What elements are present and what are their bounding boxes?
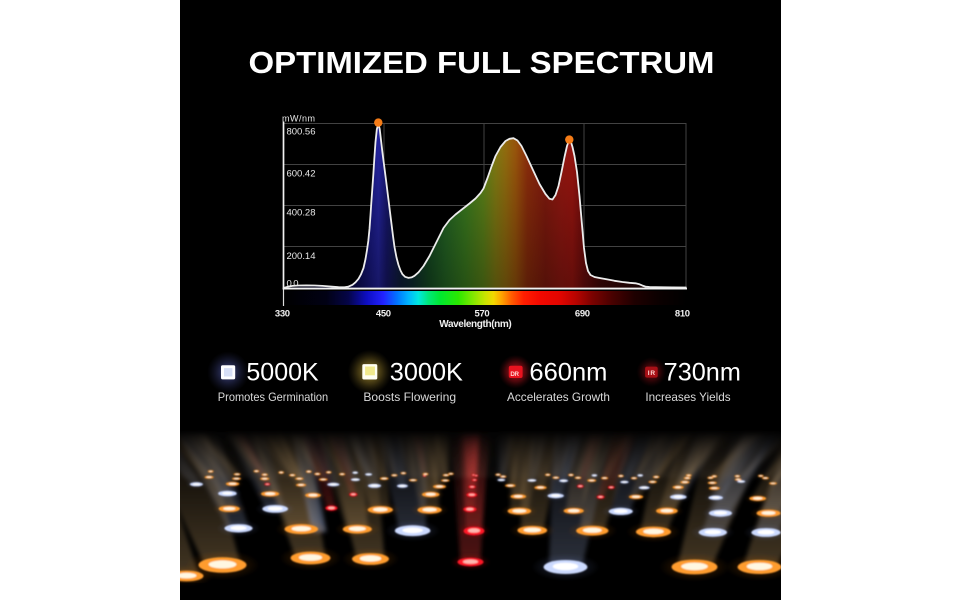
svg-text:Wavelength(nm): Wavelength(nm) <box>439 319 512 330</box>
svg-text:450: 450 <box>375 309 390 320</box>
svg-text:400.28: 400.28 <box>286 208 315 219</box>
svg-text:mW/nm: mW/nm <box>282 114 315 124</box>
svg-text:690: 690 <box>574 309 589 320</box>
svg-text:5000K: 5000K <box>246 358 319 386</box>
svg-text:730nm: 730nm <box>663 358 740 386</box>
svg-text:3000K: 3000K <box>389 358 462 386</box>
svg-text:IR: IR <box>647 370 655 377</box>
svg-text:200.14: 200.14 <box>286 251 315 262</box>
svg-text:DR: DR <box>510 371 519 378</box>
svg-text:Boosts Flowering: Boosts Flowering <box>363 390 456 404</box>
svg-text:570: 570 <box>474 309 489 320</box>
svg-text:800.56: 800.56 <box>286 127 315 138</box>
svg-text:330: 330 <box>274 309 289 320</box>
svg-text:0.0: 0.0 <box>286 278 298 289</box>
svg-text:OPTIMIZED FULL SPECTRUM: OPTIMIZED FULL SPECTRUM <box>248 45 714 80</box>
svg-text:600.42: 600.42 <box>286 168 315 179</box>
svg-text:660nm: 660nm <box>529 358 607 386</box>
svg-text:Promotes Germination: Promotes Germination <box>217 390 327 404</box>
svg-text:Increases Yields: Increases Yields <box>645 390 730 404</box>
svg-text:Accelerates Growth: Accelerates Growth <box>507 390 610 404</box>
svg-text:810: 810 <box>674 309 689 320</box>
